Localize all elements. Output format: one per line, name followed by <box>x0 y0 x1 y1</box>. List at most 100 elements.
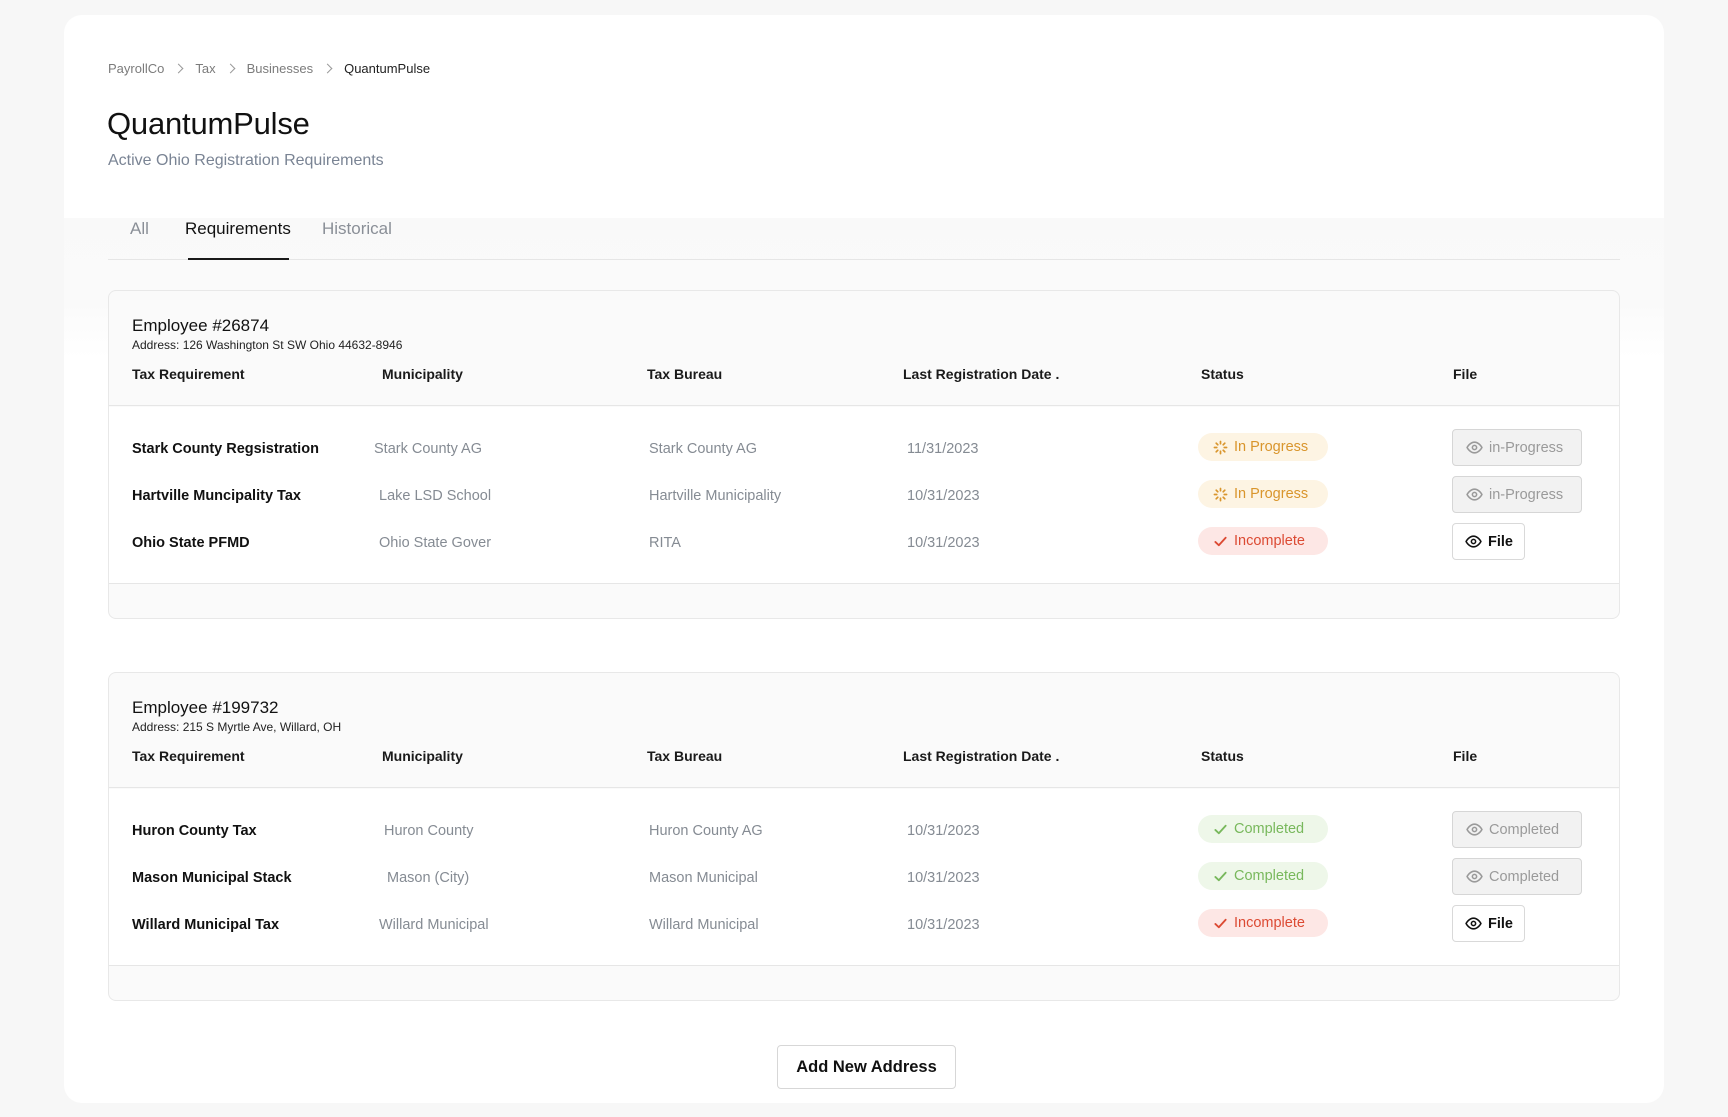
tab-bar: All Requirements Historical <box>108 219 1620 260</box>
col-header-tax-bureau: Tax Bureau <box>647 366 723 382</box>
col-header-municipality: Municipality <box>382 748 463 764</box>
file-button-label: File <box>1488 915 1513 932</box>
cell-tax-bureau: Stark County AG <box>649 441 757 457</box>
page-subtitle: Active Ohio Registration Requirements <box>108 152 384 169</box>
col-header-tax-bureau: Tax Bureau <box>647 748 723 764</box>
col-header-status: Status <box>1201 366 1244 382</box>
add-new-address-button[interactable]: Add New Address <box>777 1045 956 1089</box>
cell-tax-requirement: Willard Municipal Tax <box>132 917 280 933</box>
spinner-icon <box>1212 486 1228 502</box>
file-button: in-Progress <box>1452 429 1582 466</box>
status-badge: Incomplete <box>1198 909 1328 937</box>
col-header-last-registration: Last Registration Date . <box>903 366 1060 382</box>
tab-historical[interactable]: Historical <box>322 219 392 238</box>
status-label: Completed <box>1234 821 1305 837</box>
cell-municipality: Mason (City) <box>387 870 470 886</box>
eye-icon <box>1466 821 1483 838</box>
col-header-status: Status <box>1201 748 1244 764</box>
page-title: QuantumPulse <box>107 106 310 141</box>
cell-tax-bureau: Hartville Municipality <box>649 488 782 504</box>
cell-municipality: Ohio State Gover <box>379 535 492 551</box>
breadcrumb-tax[interactable]: Tax <box>195 61 216 76</box>
eye-icon <box>1466 439 1483 456</box>
file-button-label: File <box>1488 533 1513 550</box>
status-badge: Completed <box>1198 815 1328 843</box>
tab-requirements[interactable]: Requirements <box>185 219 291 260</box>
cell-tax-requirement: Ohio State PFMD <box>132 535 250 551</box>
cell-tax-bureau: Mason Municipal <box>649 870 758 886</box>
status-label: Incomplete <box>1234 915 1305 931</box>
breadcrumb-current: QuantumPulse <box>344 61 431 76</box>
cell-tax-bureau: Willard Municipal <box>649 917 759 933</box>
cell-tax-requirement: Huron County Tax <box>132 823 257 839</box>
col-header-municipality: Municipality <box>382 366 463 382</box>
table-row: Willard Municipal Tax Willard Municipal … <box>109 905 1619 946</box>
file-button-label: Completed <box>1489 868 1560 885</box>
employee-section: Employee #26874 Address: 126 Washington … <box>108 290 1620 619</box>
col-header-last-registration: Last Registration Date . <box>903 748 1060 764</box>
breadcrumb-payrollco[interactable]: PayrollCo <box>108 61 165 76</box>
eye-icon <box>1466 486 1483 503</box>
file-button: in-Progress <box>1452 476 1582 513</box>
eye-icon <box>1465 533 1482 550</box>
file-button-label: in-Progress <box>1489 486 1564 503</box>
spinner-icon <box>1212 439 1228 455</box>
chevron-right-icon <box>322 63 333 74</box>
file-button[interactable]: File <box>1452 523 1525 560</box>
status-label: Incomplete <box>1234 533 1305 549</box>
col-header-file: File <box>1453 748 1478 764</box>
employee-section: Employee #199732 Address: 215 S Myrtle A… <box>108 672 1620 1001</box>
status-badge: Incomplete <box>1198 527 1328 555</box>
col-header-tax-requirement: Tax Requirement <box>132 366 245 382</box>
employee-name: Employee #26874 <box>132 316 270 335</box>
table-row: Stark County Regsistration Stark County … <box>109 429 1619 470</box>
requirements-table: Huron County Tax Huron County Huron Coun… <box>109 789 1619 966</box>
chevron-right-icon <box>225 63 236 74</box>
status-label: Completed <box>1234 868 1305 884</box>
eye-icon <box>1465 915 1482 932</box>
cell-municipality: Huron County <box>384 823 474 839</box>
table-row: Ohio State PFMD Ohio State Gover RITA 10… <box>109 523 1619 564</box>
employee-name: Employee #199732 <box>132 698 279 717</box>
check-icon <box>1212 868 1228 884</box>
cell-last-registration-date: 11/31/2023 <box>907 441 979 457</box>
status-label: In Progress <box>1234 486 1309 502</box>
section-header: Employee #26874 Address: 126 Washington … <box>109 291 1619 406</box>
cell-tax-requirement: Hartville Muncipality Tax <box>132 488 301 504</box>
file-button-label: Completed <box>1489 821 1560 838</box>
cell-tax-bureau: Huron County AG <box>649 823 763 839</box>
file-button: Completed <box>1452 858 1582 895</box>
check-icon <box>1212 915 1228 931</box>
check-icon <box>1212 533 1228 549</box>
file-button: Completed <box>1452 811 1582 848</box>
cell-last-registration-date: 10/31/2023 <box>907 823 980 839</box>
cell-last-registration-date: 10/31/2023 <box>907 917 980 933</box>
cell-tax-bureau: RITA <box>649 535 681 551</box>
cell-last-registration-date: 10/31/2023 <box>907 488 980 504</box>
check-icon <box>1212 821 1228 837</box>
file-button[interactable]: File <box>1452 905 1525 942</box>
status-badge: Completed <box>1198 862 1328 890</box>
cell-municipality: Stark County AG <box>374 441 482 457</box>
col-header-tax-requirement: Tax Requirement <box>132 748 245 764</box>
status-badge: In Progress <box>1198 433 1328 461</box>
cell-municipality: Willard Municipal <box>379 917 489 933</box>
cell-municipality: Lake LSD School <box>379 488 492 504</box>
section-header: Employee #199732 Address: 215 S Myrtle A… <box>109 673 1619 788</box>
employee-address: Address: 126 Washington St SW Ohio 44632… <box>132 338 403 352</box>
eye-icon <box>1466 868 1483 885</box>
file-button-label: in-Progress <box>1489 439 1564 456</box>
cell-tax-requirement: Stark County Regsistration <box>132 441 319 457</box>
breadcrumb-businesses[interactable]: Businesses <box>246 61 314 76</box>
table-row: Huron County Tax Huron County Huron Coun… <box>109 811 1619 852</box>
requirements-table: Stark County Regsistration Stark County … <box>109 407 1619 584</box>
cell-tax-requirement: Mason Municipal Stack <box>132 870 292 886</box>
breadcrumb: PayrollCo Tax Businesses QuantumPulse <box>108 61 430 76</box>
table-row: Mason Municipal Stack Mason (City) Mason… <box>109 858 1619 899</box>
tab-all[interactable]: All <box>130 219 149 238</box>
table-row: Hartville Muncipality Tax Lake LSD Schoo… <box>109 476 1619 517</box>
col-header-file: File <box>1453 366 1478 382</box>
status-badge: In Progress <box>1198 480 1328 508</box>
status-label: In Progress <box>1234 439 1309 455</box>
cell-last-registration-date: 10/31/2023 <box>907 870 980 886</box>
